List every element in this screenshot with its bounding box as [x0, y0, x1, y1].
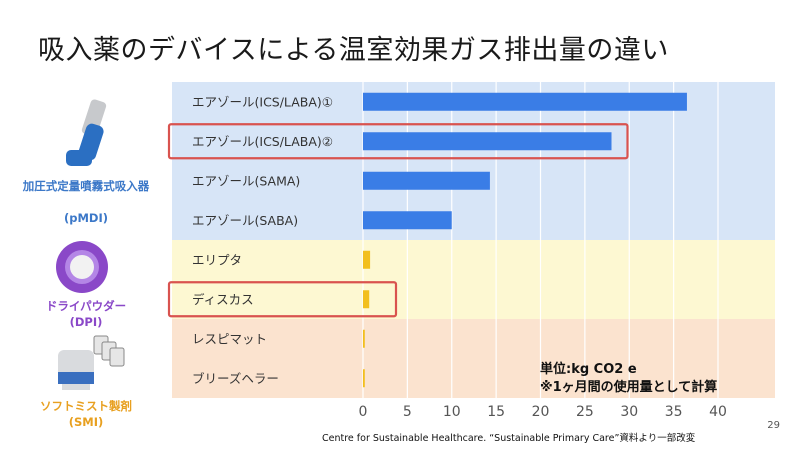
x-tick-label: 30 [620, 404, 638, 420]
category-label: エアゾール(SABA) [192, 213, 298, 228]
category-label: レスピマット [192, 331, 267, 346]
device-sub-pmdi: (pMDI) [63, 211, 108, 225]
device-label-dpi: ドライパウダー [45, 299, 127, 313]
bar [363, 211, 452, 230]
category-label: エアゾール(SAMA) [192, 173, 300, 188]
chart-category-labels: エアゾール(ICS/LABA)① エアゾール(ICS/LABA)② エアゾール(SA… [192, 94, 333, 386]
bar [363, 250, 371, 269]
x-tick-label: 5 [403, 404, 412, 420]
x-tick-label: 0 [359, 404, 368, 420]
x-tick-label: 40 [709, 404, 727, 420]
category-label: エアゾール(ICS/LABA)② [192, 134, 333, 149]
highlight-box [167, 281, 398, 318]
x-tick-label: 15 [487, 404, 505, 420]
bar [363, 329, 365, 348]
basis-note: ※1ヶ月間の使用量として計算 [540, 380, 718, 395]
bar [363, 369, 365, 388]
x-tick-label: 10 [443, 404, 461, 420]
group-background-smi [172, 319, 775, 398]
bar [363, 171, 490, 190]
slide-title: 吸入薬のデバイスによる温室効果ガス排出量の違い [38, 35, 669, 66]
smi-soft-mist-inhaler-icon [58, 335, 125, 390]
device-label-pmdi: 加圧式定量噴霧式吸入器 [22, 179, 150, 193]
x-tick-label: 35 [665, 404, 683, 420]
category-label: ディスカス [192, 292, 254, 307]
bar [363, 132, 612, 151]
category-label: エアゾール(ICS/LABA)① [192, 94, 333, 109]
group-background-dpi [172, 240, 775, 319]
chart-highlights [167, 123, 629, 318]
pmdi-inhaler-icon [66, 99, 107, 166]
category-label: ブリーズヘラー [192, 371, 279, 386]
dpi-disk-inhaler-icon [56, 241, 108, 293]
chart-background [172, 82, 775, 398]
device-label-smi: ソフトミスト製剤 [40, 399, 132, 413]
source-citation: Centre for Sustainable Healthcare. “Sust… [322, 433, 696, 444]
bar [363, 92, 687, 111]
chart-bars [363, 92, 687, 388]
category-label: エリプタ [192, 252, 242, 267]
chart-x-ticks: 0 5 10 15 20 25 30 35 40 [359, 404, 727, 420]
x-tick-label: 25 [576, 404, 594, 420]
highlight-box [167, 123, 629, 160]
unit-note: 単位:kg CO2 e [540, 362, 637, 377]
device-sub-smi: (SMI) [68, 415, 104, 429]
page-number: 29 [767, 420, 780, 431]
device-sub-dpi: (DPI) [69, 315, 103, 329]
bar [363, 290, 370, 309]
x-tick-label: 20 [532, 404, 550, 420]
